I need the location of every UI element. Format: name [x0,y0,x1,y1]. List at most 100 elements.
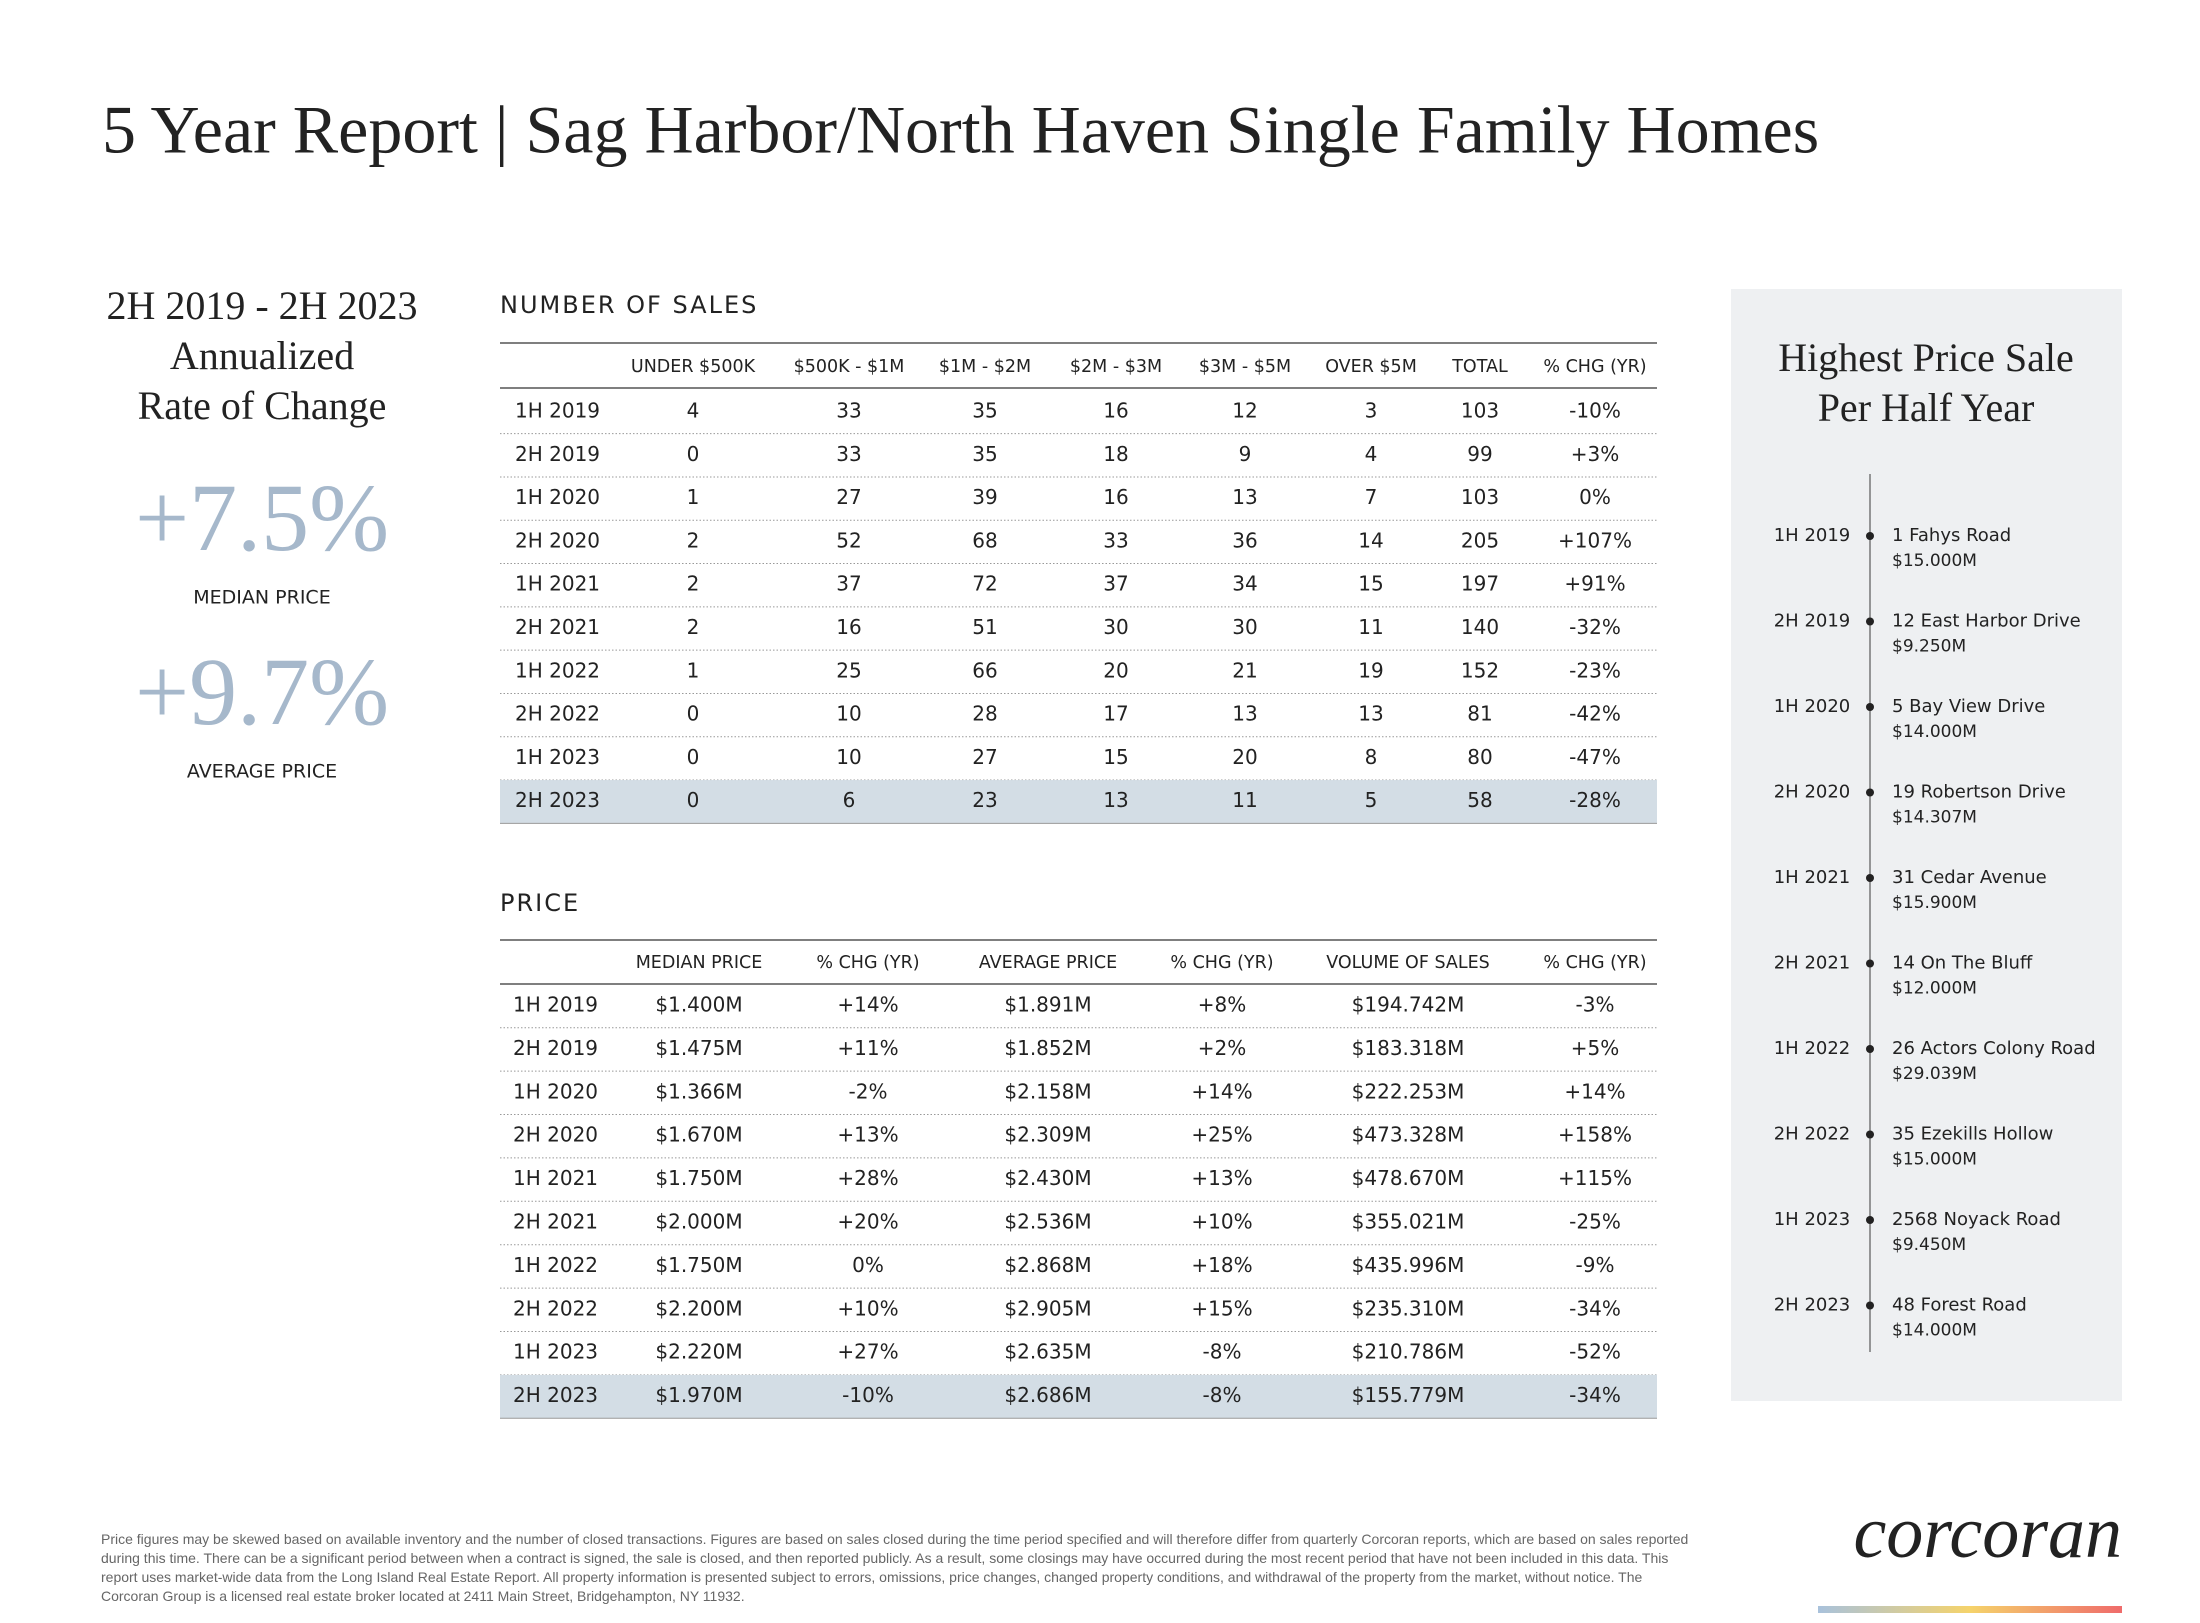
sale-address: 35 Ezekills Hollow [1892,1124,2053,1145]
sale-period: 1H 2023 [1774,1209,1851,1230]
logo-bar [1818,1606,2122,1613]
timeline-dot [1866,532,1874,540]
sale-price: $15.900M [1892,893,1977,913]
cell: 66 [972,658,997,682]
cell: +15% [1191,1296,1252,1320]
sale-address: 1 Fahys Road [1892,525,2011,546]
cell: +11% [837,1036,898,1060]
sale-period: 1H 2020 [1774,696,1851,717]
row-label: 2H 2023 [513,1383,598,1407]
row-highlight [500,1374,1657,1419]
cell: 16 [1103,399,1128,423]
timeline-dot [1866,1301,1874,1310]
cell: 13 [1232,485,1257,509]
cell: $155.779M [1352,1383,1465,1407]
sale-address: 12 East Harbor Drive [1892,611,2081,632]
row-label: 1H 2023 [515,745,600,769]
cell: 103 [1461,485,1499,509]
cell: +10% [837,1296,898,1320]
cell: -28% [1569,788,1621,812]
row-label: 2H 2022 [513,1296,598,1320]
cell: $2.905M [1004,1296,1091,1320]
sale-address: 5 Bay View Drive [1892,696,2045,717]
cell: 13 [1103,788,1128,812]
cell: $1.475M [655,1036,742,1060]
cell: 72 [972,572,997,596]
row-label: 2H 2020 [515,528,600,552]
cell: 13 [1358,702,1383,726]
row-label: 2H 2021 [513,1210,598,1234]
cell: 51 [972,615,997,639]
sale-period: 2H 2020 [1774,782,1851,803]
sale-period: 2H 2022 [1774,1124,1851,1145]
cell: +14% [837,993,898,1017]
cell: 27 [836,485,861,509]
cell: $2.158M [1004,1079,1091,1103]
cell: 34 [1232,572,1257,596]
cell: +27% [837,1340,898,1364]
cell: $2.309M [1004,1123,1091,1147]
cell: $2.430M [1004,1166,1091,1190]
cell: 13 [1232,702,1257,726]
column-header: % CHG (YR) [1170,953,1273,973]
cell: -8% [1203,1340,1242,1364]
cell: 28 [972,702,997,726]
cell: 15 [1358,572,1383,596]
timeline-dot [1866,874,1874,882]
cell: -25% [1569,1210,1621,1234]
panel-title: Highest Price Sale [1778,335,2074,380]
cell: -32% [1569,615,1621,639]
column-header: MEDIAN PRICE [636,953,763,973]
cell: 1 [687,485,700,509]
column-header: % CHG (YR) [816,953,919,973]
cell: 81 [1467,702,1492,726]
cell: $2.536M [1004,1210,1091,1234]
sale-period: 2H 2019 [1774,611,1851,632]
cell: 16 [836,615,861,639]
cell: 0 [687,745,700,769]
cell: -2% [849,1079,888,1103]
stat-label: MEDIAN PRICE [193,587,330,609]
cell: +13% [1191,1166,1252,1190]
cell: $1.366M [655,1079,742,1103]
column-header: UNDER $500K [631,357,756,377]
row-label: 1H 2020 [515,485,600,509]
cell: 205 [1461,528,1499,552]
cell: +18% [1191,1253,1252,1277]
cell: 7 [1365,485,1378,509]
cell: 27 [972,745,997,769]
column-header: % CHG (YR) [1543,357,1646,377]
cell: 103 [1461,399,1499,423]
cell: +158% [1558,1123,1632,1147]
timeline-dot [1866,788,1874,797]
title: 5 Year Report | Sag Harbor/North Haven S… [102,92,1819,168]
column-header: $1M - $2M [939,357,1031,377]
sale-period: 1H 2021 [1774,867,1851,888]
cell: 2 [687,615,700,639]
cell: -23% [1569,658,1621,682]
row-label: 2H 2023 [515,788,600,812]
row-label: 2H 2019 [515,442,600,466]
cell: +25% [1191,1123,1252,1147]
cell: 5 [1365,788,1378,812]
cell: 4 [1365,442,1378,466]
cell: $210.786M [1352,1340,1465,1364]
cell: $1.750M [655,1166,742,1190]
cell: 33 [836,442,861,466]
cell: $1.970M [655,1383,742,1407]
table-title: NUMBER OF SALES [500,291,758,319]
cell: 19 [1358,658,1383,682]
cell: -34% [1569,1383,1621,1407]
sale-address: 2568 Noyack Road [1892,1209,2061,1230]
cell: 10 [836,702,861,726]
cell: -47% [1569,745,1621,769]
cell: $1.852M [1004,1036,1091,1060]
cell: 17 [1103,702,1128,726]
cell: +8% [1198,993,1247,1017]
cell: $2.635M [1004,1340,1091,1364]
stat-value: +9.7% [135,638,389,745]
cell: 0% [852,1253,884,1277]
cell: -10% [1569,399,1621,423]
cell: 140 [1461,615,1499,639]
